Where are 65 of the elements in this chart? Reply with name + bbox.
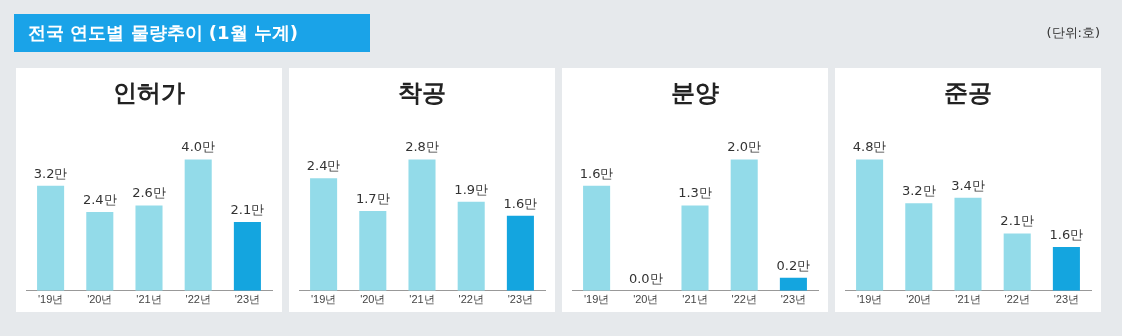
- data-label: 2.6만: [132, 185, 166, 201]
- chart-title: 착공: [398, 78, 446, 107]
- bar: [184, 159, 212, 291]
- chart-title: 인허가: [113, 78, 185, 107]
- x-tick-label: '19년: [37, 293, 64, 306]
- bar: [1052, 247, 1080, 291]
- x-tick-label: '20년: [633, 293, 659, 306]
- chart-title: 분양: [671, 78, 719, 107]
- x-tick-label: '22년: [731, 293, 757, 306]
- bar: [954, 197, 982, 291]
- data-label: 3.2만: [901, 183, 936, 199]
- bar: [1003, 233, 1031, 291]
- x-tick-label: '23년: [234, 293, 261, 306]
- bar: [408, 159, 436, 291]
- bar: [779, 277, 807, 291]
- x-tick-label: '21년: [955, 293, 981, 306]
- bar: [86, 212, 114, 291]
- x-tick-label: '19년: [856, 293, 883, 306]
- data-label: 2.8만: [405, 139, 439, 155]
- bar: [310, 178, 338, 291]
- bar: [681, 205, 709, 291]
- data-label: 1.6만: [503, 195, 538, 211]
- text: 전국 연도별 물량추이 (1월 누계): [14, 14, 370, 52]
- bar: [457, 201, 485, 291]
- data-label: 2.0만: [727, 139, 762, 155]
- bar: [37, 185, 65, 291]
- data-label: 1.3만: [678, 185, 712, 201]
- data-label: 3.2만: [33, 165, 68, 181]
- text: (단위:호): [1046, 24, 1100, 42]
- bar: [905, 203, 933, 291]
- bar: [233, 221, 261, 291]
- chart-title: 준공: [944, 78, 992, 107]
- data-label: 3.4만: [951, 177, 985, 193]
- data-label: 1.6만: [1049, 226, 1084, 242]
- x-tick-label: '20년: [360, 293, 386, 306]
- data-label: 2.4만: [306, 158, 341, 174]
- data-label: 4.0만: [181, 139, 216, 155]
- x-tick-label: '22년: [458, 293, 484, 306]
- bar: [135, 205, 163, 291]
- bar: [506, 215, 534, 291]
- x-tick-label: '20년: [906, 293, 932, 306]
- data-label: 1.9만: [454, 181, 489, 197]
- data-label: 0.2만: [776, 257, 811, 273]
- data-label: 2.1만: [1000, 213, 1035, 229]
- bar: [856, 159, 884, 291]
- data-label: 0.0만: [628, 270, 663, 286]
- x-tick-label: '23년: [1053, 293, 1080, 306]
- x-tick-label: '19년: [310, 293, 337, 306]
- x-tick-label: '21년: [136, 293, 162, 306]
- x-tick-label: '21년: [682, 293, 708, 306]
- x-tick-label: '23년: [780, 293, 807, 306]
- bar: [359, 211, 387, 291]
- data-label: 1.6만: [579, 165, 614, 181]
- data-label: 2.1만: [230, 201, 265, 217]
- x-tick-label: '20년: [87, 293, 113, 306]
- x-tick-label: '23년: [507, 293, 534, 306]
- x-tick-label: '19년: [583, 293, 610, 306]
- x-tick-label: '22년: [1004, 293, 1030, 306]
- x-tick-label: '22년: [185, 293, 211, 306]
- x-tick-label: '21년: [409, 293, 435, 306]
- bar: [730, 159, 758, 291]
- data-label: 2.4만: [82, 191, 117, 207]
- bar: [583, 185, 611, 291]
- data-label: 4.8만: [852, 139, 887, 155]
- data-label: 1.7만: [355, 190, 390, 206]
